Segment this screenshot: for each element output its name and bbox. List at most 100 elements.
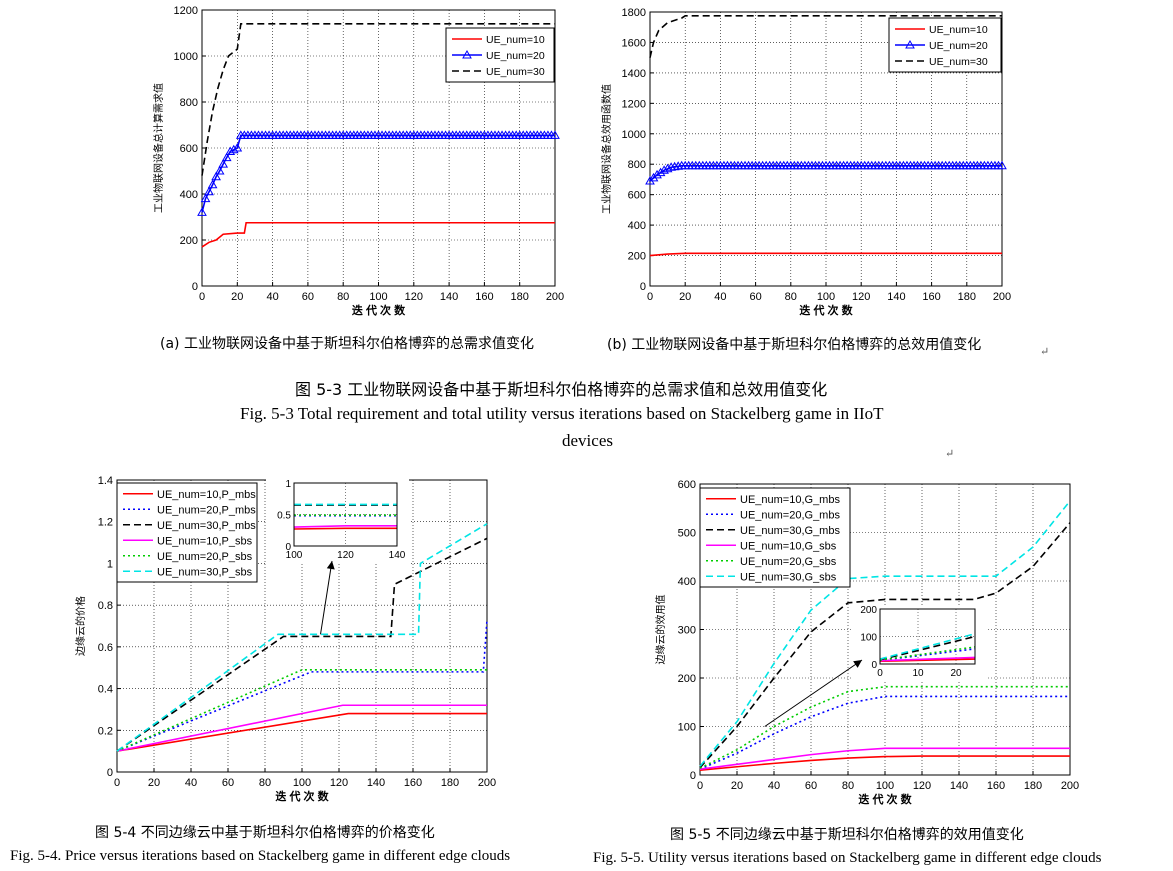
fig3b-caption: (b) 工业物联网设备中基于斯坦科尔伯格博弈的总效用值变化 [607, 337, 982, 353]
series-line-3 [699, 747, 1070, 770]
series-marker [550, 130, 560, 139]
series-line-4 [699, 685, 1070, 769]
y-tick-label: 1000 [622, 129, 646, 141]
x-axis-label: 迭 代 次 数 [352, 303, 406, 317]
series-line-3 [116, 704, 487, 752]
legend-label: UE_num=10,P_sbs [157, 535, 253, 547]
fig3-title-en-line2: devices [562, 431, 613, 450]
series-marker [228, 144, 239, 154]
series-line-1 [116, 619, 488, 752]
series-line-5 [116, 523, 488, 752]
fig3-title-en: Fig. 5-3 Total requirement and total uti… [240, 404, 884, 423]
x-tick-label: 200 [478, 777, 496, 789]
y-tick-label: 0.4 [98, 684, 113, 696]
x-tick-label: 120 [330, 777, 348, 789]
inset-series-line-5 [879, 632, 976, 660]
y-tick-label: 200 [678, 673, 696, 685]
x-tick-label: 100 [817, 291, 835, 303]
series-marker [997, 160, 1007, 170]
x-tick-label: 120 [913, 780, 931, 792]
inset-background [266, 479, 409, 564]
x-tick-label: 180 [511, 291, 529, 303]
fig5-title-cn: 图 5-5 不同边缘云中基于斯坦科尔伯格博弈的效用值变化 [670, 827, 1024, 843]
x-tick-label: 140 [887, 291, 905, 303]
x-tick-label: 180 [1024, 780, 1042, 792]
series-line-2 [116, 537, 488, 752]
inset-y-tick-label: 0 [871, 660, 877, 671]
x-tick-label: 160 [987, 780, 1005, 792]
series-line-0 [699, 755, 1070, 771]
y-axis-label: 边缘云的效用值 [654, 595, 667, 665]
y-tick-label: 600 [180, 143, 198, 155]
series-marker [659, 165, 669, 174]
y-axis-label: 边缘云的价格 [74, 596, 87, 656]
series-marker [232, 142, 243, 152]
x-tick-label: 40 [714, 291, 726, 303]
series-marker [200, 193, 211, 203]
y-tick-label: 0 [640, 281, 646, 293]
legend-box [116, 482, 258, 583]
y-tick-label: 1200 [174, 5, 198, 17]
inset-x-tick-label: 120 [337, 550, 354, 561]
legend-marker [905, 39, 915, 49]
y-tick-label: 1400 [622, 68, 646, 80]
series-line-2 [649, 15, 1002, 58]
x-tick-label: 140 [950, 780, 968, 792]
x-tick-label: 0 [647, 291, 653, 303]
y-tick-label: 400 [628, 220, 646, 232]
series-marker [211, 171, 221, 181]
legend-label: UE_num=20,P_sbs [157, 551, 253, 563]
series-group [116, 523, 488, 752]
fig3-title-cn: 图 5-3 工业物联网设备中基于斯坦科尔伯格博弈的总需求值和总效用值变化 [295, 380, 828, 399]
x-tick-label: 80 [337, 291, 349, 303]
fig4-title-en: Fig. 5-4. Price versus iterations based … [10, 848, 511, 864]
zoom-arrow-head [853, 660, 862, 668]
legend-label: UE_num=20,G_sbs [740, 556, 837, 568]
legend-label: UE_num=30 [486, 66, 545, 78]
x-tick-label: 180 [958, 291, 976, 303]
x-tick-label: 60 [302, 291, 314, 303]
y-tick-label: 200 [628, 251, 646, 263]
x-axis-label: 迭 代 次 数 [858, 792, 912, 806]
inset-frame [293, 482, 398, 547]
inset-y-tick-label: 100 [860, 633, 877, 644]
series-line-0 [649, 252, 1002, 257]
series-marker [207, 179, 218, 189]
legend-label: UE_num=10 [929, 24, 988, 36]
y-tick-label: 0.6 [98, 642, 113, 654]
series-marker [214, 165, 225, 175]
series-group [699, 500, 1071, 771]
series-marker [225, 146, 236, 155]
legend: UE_num=10 UE_num=20 UE_num=30 [888, 17, 1002, 73]
zoom-arrow-line [764, 659, 863, 727]
legend-label: UE_num=30,G_sbs [740, 571, 837, 583]
y-tick-label: 0 [192, 281, 198, 293]
x-tick-label: 60 [222, 777, 234, 789]
x-tick-label: 100 [876, 780, 894, 792]
y-tick-label: 0 [107, 767, 113, 779]
x-tick-label: 20 [679, 291, 691, 303]
x-tick-label: 0 [114, 777, 120, 789]
x-tick-label: 40 [768, 780, 780, 792]
return-mark-2: ↵ [945, 448, 955, 460]
y-tick-label: 800 [180, 97, 198, 109]
x-tick-label: 40 [266, 291, 278, 303]
legend-box [699, 487, 851, 588]
series-marker [666, 162, 676, 171]
y-tick-label: 1200 [622, 98, 646, 110]
y-tick-label: 1800 [622, 7, 646, 19]
y-tick-label: 1600 [622, 37, 646, 49]
inset-y-tick-label: 0 [285, 542, 291, 553]
y-tick-label: 400 [678, 576, 696, 588]
inset-x-tick-label: 10 [912, 668, 924, 679]
x-tick-label: 100 [369, 291, 387, 303]
y-tick-label: 400 [180, 189, 198, 201]
y-tick-label: 300 [678, 625, 696, 637]
legend-label: UE_num=30 [929, 56, 988, 68]
legend-label: UE_num=10,P_mbs [157, 489, 256, 501]
inset-x-tick-label: 0 [877, 668, 883, 679]
chart-edge-utility: 0 20 40 60 80 100 120 140 160 180 2000100200300400… [654, 479, 1079, 806]
legend-marker [462, 49, 472, 59]
inset-y-tick-label: 1 [285, 479, 291, 490]
inset: 100 120 140 0 0.5 1 [266, 479, 409, 564]
